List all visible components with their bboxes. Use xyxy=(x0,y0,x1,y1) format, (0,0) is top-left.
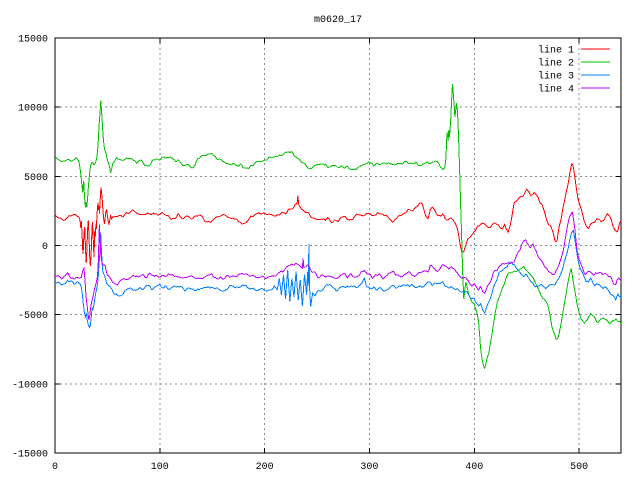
svg-text:0: 0 xyxy=(42,242,48,253)
svg-text:15000: 15000 xyxy=(18,35,48,46)
svg-text:10000: 10000 xyxy=(18,104,48,115)
svg-text:-15000: -15000 xyxy=(12,450,48,461)
svg-text:line 1: line 1 xyxy=(538,45,574,57)
svg-text:0: 0 xyxy=(52,462,58,473)
svg-text:line 3: line 3 xyxy=(538,71,574,83)
svg-text:m0620_17: m0620_17 xyxy=(314,15,362,26)
svg-text:400: 400 xyxy=(465,462,483,473)
svg-text:-10000: -10000 xyxy=(12,380,48,391)
svg-text:500: 500 xyxy=(570,462,588,473)
svg-text:100: 100 xyxy=(151,462,169,473)
svg-text:5000: 5000 xyxy=(24,173,48,184)
svg-text:300: 300 xyxy=(360,462,378,473)
svg-text:200: 200 xyxy=(256,462,274,473)
svg-text:line 4: line 4 xyxy=(538,84,574,96)
svg-text:line 2: line 2 xyxy=(538,58,574,70)
svg-text:-5000: -5000 xyxy=(18,311,48,322)
